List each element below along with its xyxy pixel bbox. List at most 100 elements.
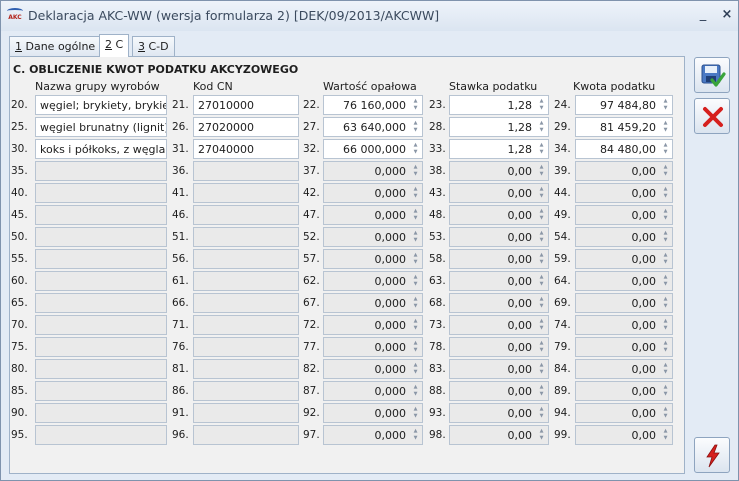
cn-code-input[interactable] <box>193 205 299 225</box>
spinner-arrows-icon[interactable]: ▲ ▼ <box>413 120 418 133</box>
product-group-input[interactable] <box>35 425 167 445</box>
tax-amount-input[interactable]: 0,00 ▲ ▼ <box>575 425 673 445</box>
tax-amount-input[interactable]: 0,00 ▲ ▼ <box>575 271 673 291</box>
spinner-arrows-icon[interactable]: ▲ ▼ <box>413 318 418 331</box>
product-group-input[interactable] <box>35 337 167 357</box>
tax-rate-input[interactable]: 0,00 ▲ ▼ <box>449 161 549 181</box>
save-button[interactable] <box>694 57 730 93</box>
spinner-arrows-icon[interactable]: ▲ ▼ <box>663 230 668 243</box>
spinner-arrows-icon[interactable]: ▲ ▼ <box>413 230 418 243</box>
spinner-arrows-icon[interactable]: ▲ ▼ <box>413 164 418 177</box>
product-group-input[interactable] <box>35 359 167 379</box>
spinner-arrows-icon[interactable]: ▲ ▼ <box>539 98 544 111</box>
tax-amount-input[interactable]: 0,00 ▲ ▼ <box>575 337 673 357</box>
tax-rate-input[interactable]: 1,28 ▲ ▼ <box>449 117 549 137</box>
cn-code-input[interactable] <box>193 183 299 203</box>
cn-code-input[interactable]: 27010000 <box>193 95 299 115</box>
spinner-arrows-icon[interactable]: ▲ ▼ <box>663 318 668 331</box>
tax-amount-input[interactable]: 0,00 ▲ ▼ <box>575 205 673 225</box>
spinner-arrows-icon[interactable]: ▲ ▼ <box>663 252 668 265</box>
calorific-value-input[interactable]: 0,000 ▲ ▼ <box>323 315 423 335</box>
cn-code-input[interactable] <box>193 293 299 313</box>
spinner-arrows-icon[interactable]: ▲ ▼ <box>539 208 544 221</box>
spinner-arrows-icon[interactable]: ▲ ▼ <box>539 428 544 441</box>
calorific-value-input[interactable]: 0,000 ▲ ▼ <box>323 403 423 423</box>
spinner-arrows-icon[interactable]: ▲ ▼ <box>413 252 418 265</box>
spinner-arrows-icon[interactable]: ▲ ▼ <box>413 296 418 309</box>
tax-rate-input[interactable]: 0,00 ▲ ▼ <box>449 227 549 247</box>
spinner-arrows-icon[interactable]: ▲ ▼ <box>663 296 668 309</box>
tab-dane-ogolne[interactable]: 1 Dane ogólne <box>9 36 102 56</box>
tax-amount-input[interactable]: 81 459,20 ▲ ▼ <box>575 117 673 137</box>
spinner-arrows-icon[interactable]: ▲ ▼ <box>539 142 544 155</box>
product-group-input[interactable] <box>35 271 167 291</box>
spinner-arrows-icon[interactable]: ▲ ▼ <box>663 120 668 133</box>
product-group-input[interactable] <box>35 249 167 269</box>
tax-amount-input[interactable]: 0,00 ▲ ▼ <box>575 315 673 335</box>
spinner-arrows-icon[interactable]: ▲ ▼ <box>663 384 668 397</box>
spinner-arrows-icon[interactable]: ▲ ▼ <box>413 142 418 155</box>
spinner-arrows-icon[interactable]: ▲ ▼ <box>663 142 668 155</box>
spinner-arrows-icon[interactable]: ▲ ▼ <box>663 208 668 221</box>
calorific-value-input[interactable]: 0,000 ▲ ▼ <box>323 271 423 291</box>
cn-code-input[interactable] <box>193 381 299 401</box>
cn-code-input[interactable] <box>193 315 299 335</box>
cn-code-input[interactable] <box>193 359 299 379</box>
tax-rate-input[interactable]: 0,00 ▲ ▼ <box>449 381 549 401</box>
title-bar[interactable]: AKC Deklaracja AKC-WW (wersja formularza… <box>1 1 738 31</box>
tax-rate-input[interactable]: 0,00 ▲ ▼ <box>449 249 549 269</box>
cancel-button[interactable] <box>694 98 730 134</box>
product-group-input[interactable] <box>35 183 167 203</box>
tax-amount-input[interactable]: 0,00 ▲ ▼ <box>575 293 673 313</box>
product-group-input[interactable]: węgiel; brykiety, brykietki <box>35 95 167 115</box>
product-group-input[interactable] <box>35 227 167 247</box>
spinner-arrows-icon[interactable]: ▲ ▼ <box>663 340 668 353</box>
calorific-value-input[interactable]: 66 000,000 ▲ ▼ <box>323 139 423 159</box>
cn-code-input[interactable] <box>193 271 299 291</box>
calorific-value-input[interactable]: 0,000 ▲ ▼ <box>323 425 423 445</box>
spinner-arrows-icon[interactable]: ▲ ▼ <box>413 98 418 111</box>
tax-amount-input[interactable]: 0,00 ▲ ▼ <box>575 359 673 379</box>
spinner-arrows-icon[interactable]: ▲ ▼ <box>663 362 668 375</box>
calorific-value-input[interactable]: 0,000 ▲ ▼ <box>323 359 423 379</box>
product-group-input[interactable] <box>35 161 167 181</box>
spinner-arrows-icon[interactable]: ▲ ▼ <box>663 98 668 111</box>
product-group-input[interactable] <box>35 381 167 401</box>
spinner-arrows-icon[interactable]: ▲ ▼ <box>539 406 544 419</box>
calorific-value-input[interactable]: 0,000 ▲ ▼ <box>323 293 423 313</box>
spinner-arrows-icon[interactable]: ▲ ▼ <box>663 406 668 419</box>
calorific-value-input[interactable]: 76 160,000 ▲ ▼ <box>323 95 423 115</box>
product-group-input[interactable] <box>35 293 167 313</box>
product-group-input[interactable]: koks i półkoks, z węgla, we <box>35 139 167 159</box>
spinner-arrows-icon[interactable]: ▲ ▼ <box>539 164 544 177</box>
tax-rate-input[interactable]: 0,00 ▲ ▼ <box>449 425 549 445</box>
tax-amount-input[interactable]: 0,00 ▲ ▼ <box>575 381 673 401</box>
tax-amount-input[interactable]: 84 480,00 ▲ ▼ <box>575 139 673 159</box>
tax-rate-input[interactable]: 0,00 ▲ ▼ <box>449 271 549 291</box>
action-button[interactable] <box>694 437 730 473</box>
spinner-arrows-icon[interactable]: ▲ ▼ <box>413 186 418 199</box>
spinner-arrows-icon[interactable]: ▲ ▼ <box>663 186 668 199</box>
tab-c-d[interactable]: 3 C-D <box>132 36 175 56</box>
spinner-arrows-icon[interactable]: ▲ ▼ <box>539 384 544 397</box>
tax-rate-input[interactable]: 1,28 ▲ ▼ <box>449 139 549 159</box>
spinner-arrows-icon[interactable]: ▲ ▼ <box>539 120 544 133</box>
tax-amount-input[interactable]: 0,00 ▲ ▼ <box>575 403 673 423</box>
calorific-value-input[interactable]: 0,000 ▲ ▼ <box>323 337 423 357</box>
spinner-arrows-icon[interactable]: ▲ ▼ <box>663 164 668 177</box>
tax-rate-input[interactable]: 0,00 ▲ ▼ <box>449 337 549 357</box>
tax-amount-input[interactable]: 0,00 ▲ ▼ <box>575 227 673 247</box>
tab-c[interactable]: 2 C <box>99 34 130 57</box>
tax-rate-input[interactable]: 0,00 ▲ ▼ <box>449 293 549 313</box>
calorific-value-input[interactable]: 0,000 ▲ ▼ <box>323 183 423 203</box>
spinner-arrows-icon[interactable]: ▲ ▼ <box>413 362 418 375</box>
spinner-arrows-icon[interactable]: ▲ ▼ <box>539 252 544 265</box>
cn-code-input[interactable]: 27020000 <box>193 117 299 137</box>
close-window-button[interactable]: × <box>721 7 733 22</box>
tax-amount-input[interactable]: 97 484,80 ▲ ▼ <box>575 95 673 115</box>
tax-rate-input[interactable]: 0,00 ▲ ▼ <box>449 183 549 203</box>
tax-rate-input[interactable]: 0,00 ▲ ▼ <box>449 205 549 225</box>
calorific-value-input[interactable]: 0,000 ▲ ▼ <box>323 249 423 269</box>
spinner-arrows-icon[interactable]: ▲ ▼ <box>663 428 668 441</box>
spinner-arrows-icon[interactable]: ▲ ▼ <box>539 362 544 375</box>
